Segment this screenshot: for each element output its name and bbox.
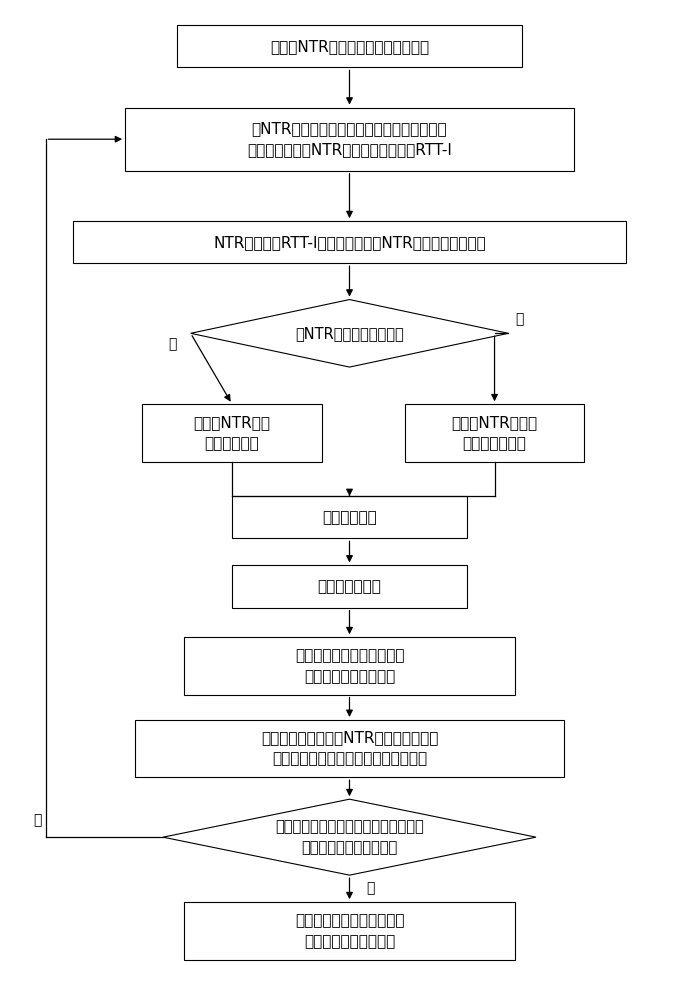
FancyBboxPatch shape <box>125 108 574 171</box>
Text: 误差状态协方差矩阵中的时间相位误差
值均小于预设的收敛门限: 误差状态协方差矩阵中的时间相位误差 值均小于预设的收敛门限 <box>275 819 424 855</box>
Polygon shape <box>163 799 536 875</box>
Text: 计算非NTR节点的
本地时钟预测值: 计算非NTR节点的 本地时钟预测值 <box>452 415 538 451</box>
FancyBboxPatch shape <box>73 221 626 263</box>
Text: 否: 否 <box>34 813 42 827</box>
FancyBboxPatch shape <box>232 496 467 538</box>
Text: 计算下一更新周期非NTR节点的本地时钟
预测值并更新误差状态协方差推移矩阵: 计算下一更新周期非NTR节点的本地时钟 预测值并更新误差状态协方差推移矩阵 <box>261 731 438 767</box>
FancyBboxPatch shape <box>405 404 584 462</box>
FancyBboxPatch shape <box>184 902 515 960</box>
Text: 非NTR节点收到反馈信息: 非NTR节点收到反馈信息 <box>295 326 404 341</box>
Text: 建立非NTR节点的本地时钟参数模型: 建立非NTR节点的本地时钟参数模型 <box>270 39 429 54</box>
Text: 是: 是 <box>168 338 177 352</box>
Text: NTR节点记录RTT-I到达时间并向非NTR节点发送反馈信息: NTR节点记录RTT-I到达时间并向非NTR节点发送反馈信息 <box>213 235 486 250</box>
Text: 非NTR节点接收广播信标，确定同步时隙，更
新本地时钟，向NTR节点发送询问信息RTT-I: 非NTR节点接收广播信标，确定同步时隙，更 新本地时钟，向NTR节点发送询问信息… <box>247 121 452 157</box>
Polygon shape <box>191 300 508 367</box>
Text: 否: 否 <box>515 313 524 327</box>
Text: 测量时间的时间相位修正值
和时钟温漂频率修正值: 测量时间的时间相位修正值 和时钟温漂频率修正值 <box>295 648 404 684</box>
FancyBboxPatch shape <box>177 25 522 67</box>
Text: 系统进入时间同步保持状态
进行时间品质等级评定: 系统进入时间同步保持状态 进行时间品质等级评定 <box>295 913 404 949</box>
FancyBboxPatch shape <box>136 720 563 777</box>
FancyBboxPatch shape <box>184 637 515 695</box>
Text: 是: 是 <box>367 882 375 896</box>
FancyBboxPatch shape <box>143 404 322 462</box>
Text: 计算非NTR节点
的测量时间值: 计算非NTR节点 的测量时间值 <box>194 415 271 451</box>
FancyBboxPatch shape <box>232 565 467 608</box>
Text: 计算卡尔曼增益: 计算卡尔曼增益 <box>317 579 382 594</box>
Text: 计算有效新息: 计算有效新息 <box>322 510 377 525</box>
